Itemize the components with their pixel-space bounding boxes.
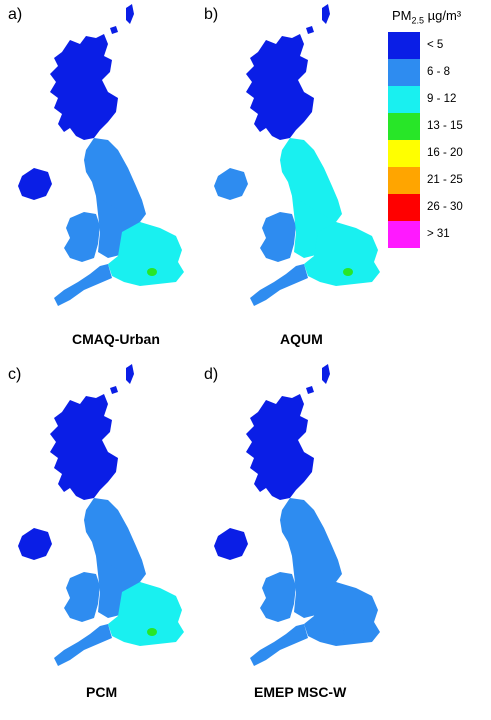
uk-map-c	[18, 364, 184, 666]
legend-swatch	[388, 58, 420, 86]
shetland-region	[322, 4, 330, 24]
orkney-region	[306, 386, 314, 394]
southeast-region	[108, 222, 184, 286]
legend-item: < 5	[388, 31, 488, 59]
legend-label: < 5	[427, 39, 444, 52]
legend-swatch	[388, 139, 420, 167]
shetland-region	[126, 4, 134, 24]
london-hotspot	[343, 268, 353, 276]
legend-item: > 31	[388, 220, 488, 248]
map-panel-c: c) PCM	[0, 358, 190, 700]
scotland-region	[246, 394, 314, 500]
scotland-region	[50, 34, 118, 140]
legend-swatch	[388, 85, 420, 113]
panel-caption-c: PCM	[86, 684, 118, 700]
orkney-region	[306, 26, 314, 34]
legend-label: 9 - 12	[427, 93, 457, 106]
southwest-region	[54, 624, 112, 666]
orkney-region	[110, 386, 118, 394]
london-hotspot	[147, 268, 157, 276]
uk-map-a	[18, 4, 184, 306]
shetland-region	[322, 364, 330, 384]
legend-label: 6 - 8	[427, 66, 451, 79]
legend-item: 6 - 8	[388, 58, 488, 86]
northern-ireland-region	[214, 168, 248, 200]
wales-region	[64, 212, 100, 262]
map-panel-b: b) AQUM	[196, 0, 386, 347]
legend: PM2.5 µg/m³ < 5 6 - 8 9 - 12 13 - 15 16 - 20…	[388, 8, 488, 248]
legend-rows: < 5 6 - 8 9 - 12 13 - 15 16 - 20 21 - 25 26 - …	[388, 31, 488, 248]
panel-caption-b: AQUM	[280, 331, 323, 347]
northern-ireland-region	[214, 528, 248, 560]
legend-item: 21 - 25	[388, 166, 488, 194]
orkney-region	[110, 26, 118, 34]
legend-item: 26 - 30	[388, 193, 488, 221]
legend-swatch	[388, 193, 420, 221]
map-panel-d: d) EMEP MSC-W	[196, 358, 386, 700]
scotland-region	[50, 394, 118, 500]
london-hotspot	[147, 628, 157, 636]
shetland-region	[126, 364, 134, 384]
northern-ireland-region	[18, 168, 52, 200]
panel-caption-d: EMEP MSC-W	[254, 684, 347, 700]
southeast-region	[304, 582, 380, 646]
legend-label: > 31	[427, 228, 450, 241]
southwest-region	[250, 624, 308, 666]
legend-item: 13 - 15	[388, 112, 488, 140]
scotland-region	[246, 34, 314, 140]
uk-map-b	[214, 4, 380, 306]
panel-letter-b: b)	[204, 6, 219, 23]
panel-letter-a: a)	[8, 6, 23, 23]
panel-letter-d: d)	[204, 366, 219, 383]
map-panel-a: a) CMAQ-Urban	[0, 0, 190, 347]
northern-ireland-region	[18, 528, 52, 560]
legend-swatch	[388, 112, 420, 140]
legend-label: 26 - 30	[427, 201, 463, 214]
legend-swatch	[388, 31, 420, 59]
wales-region	[260, 212, 296, 262]
london-hotspot	[343, 628, 353, 636]
legend-item: 16 - 20	[388, 139, 488, 167]
panel-letter-c: c)	[8, 366, 22, 383]
legend-label: 13 - 15	[427, 120, 463, 133]
legend-label: 21 - 25	[427, 174, 463, 187]
southeast-region	[108, 582, 184, 646]
legend-title: PM2.5 µg/m³	[392, 8, 462, 26]
wales-region	[64, 572, 100, 622]
legend-label: 16 - 20	[427, 147, 463, 160]
wales-region	[260, 572, 296, 622]
panel-caption-a: CMAQ-Urban	[72, 331, 160, 347]
legend-swatch	[388, 220, 420, 248]
southwest-region	[250, 264, 308, 306]
southwest-region	[54, 264, 112, 306]
legend-item: 9 - 12	[388, 85, 488, 113]
uk-map-d	[214, 364, 380, 666]
southeast-region	[304, 222, 380, 286]
legend-swatch	[388, 166, 420, 194]
